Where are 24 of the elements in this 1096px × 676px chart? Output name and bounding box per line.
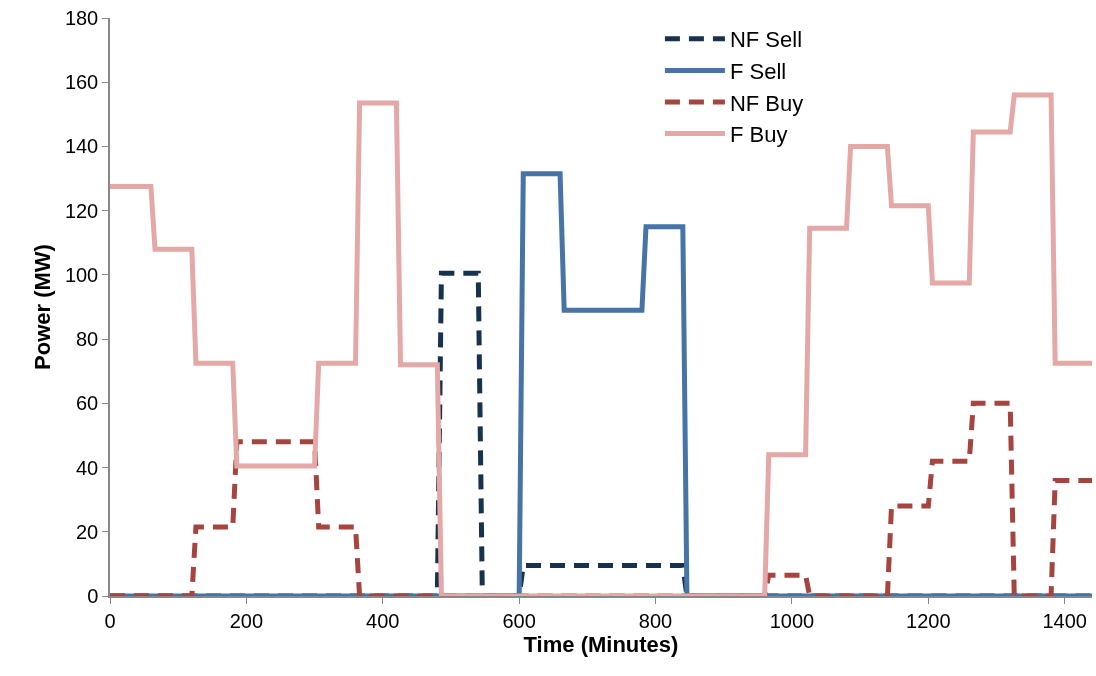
x-tick-label: 600 — [502, 609, 536, 632]
y-tick-label: 120 — [64, 199, 99, 222]
y-tick-label: 100 — [64, 263, 99, 286]
x-tick-label: 1000 — [769, 609, 815, 632]
x-tick-label: 1400 — [1042, 609, 1087, 632]
x-axis-title: Time (Minutes) — [523, 631, 679, 657]
x-tick-label: 800 — [638, 609, 673, 632]
y-tick-label: 160 — [64, 71, 99, 94]
y-tick-label: 40 — [76, 456, 99, 479]
x-tick-label: 200 — [229, 609, 264, 632]
legend-label: NF Buy — [729, 90, 804, 116]
y-tick-label: 0 — [87, 585, 99, 607]
x-tick-label: 1200 — [906, 609, 951, 632]
y-tick-label: 60 — [76, 392, 99, 415]
y-tick-label: 80 — [76, 328, 99, 351]
y-tick-label: 140 — [64, 135, 99, 158]
legend-label: F Sell — [729, 58, 787, 84]
y-tick-label: 20 — [76, 520, 99, 543]
legend-label: NF Sell — [729, 27, 803, 53]
x-tick-label: 0 — [104, 609, 116, 632]
x-tick-label: 400 — [366, 609, 400, 632]
y-axis-title: Power (MW) — [30, 244, 56, 370]
legend-label: F Buy — [729, 122, 788, 148]
y-tick-label: 180 — [64, 7, 99, 29]
